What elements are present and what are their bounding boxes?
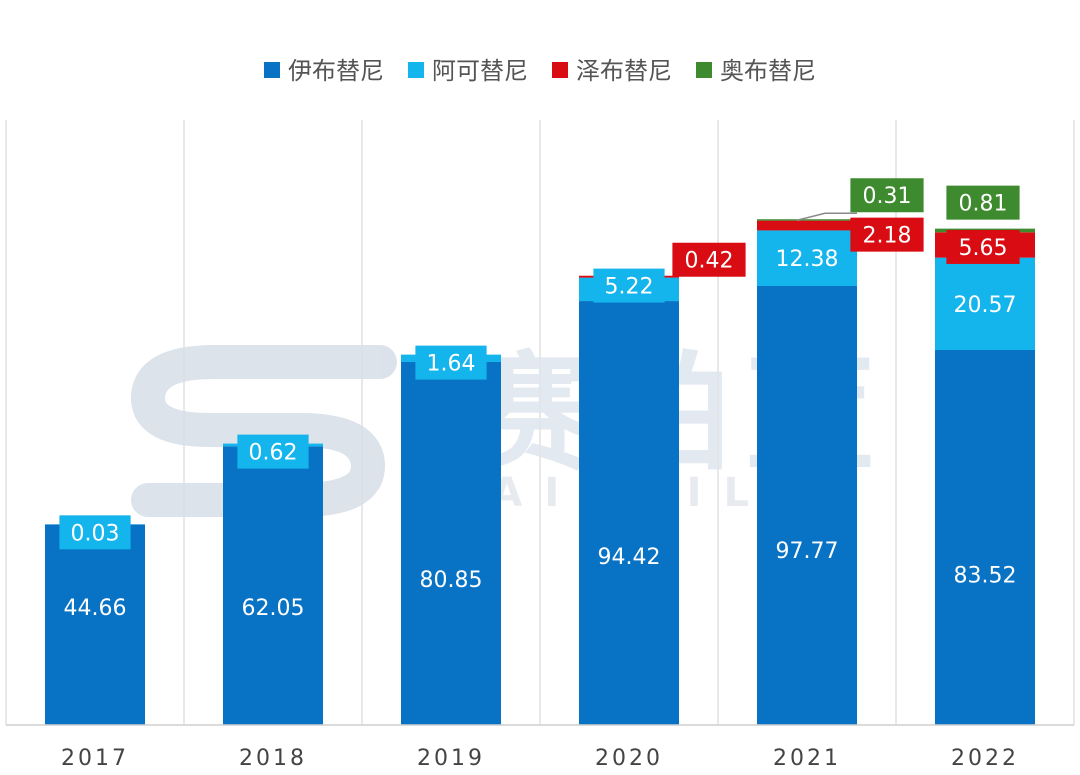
data-label: 0.03 [71,521,120,546]
legend-swatch [408,62,424,78]
leader-line [796,212,857,221]
data-label-box [850,178,924,213]
x-tick-label: 2018 [239,746,307,771]
bar-3 [757,220,857,231]
bar-1 [223,446,323,725]
x-tick-label: 2022 [951,746,1019,771]
bar-4 [757,219,857,221]
watermark-logo-s [130,345,397,517]
data-label: 94.42 [598,545,661,570]
bar-1 [45,524,145,725]
data-label: 62.05 [242,596,305,621]
x-tick-label: 2021 [773,746,841,771]
data-label: 2.18 [863,224,912,249]
legend: 伊布替尼 阿可替尼 泽布替尼 奥布替尼 [264,57,816,85]
x-tick-label: 2020 [595,746,663,771]
data-label-box [946,229,1020,264]
data-label-box [672,242,746,277]
data-label: 20.57 [954,293,1017,318]
data-label: 5.22 [605,275,654,300]
bar-1 [401,361,501,725]
data-label: 0.42 [685,249,734,274]
data-label: 1.64 [427,352,476,377]
data-label: 0.81 [959,192,1008,217]
bars [45,219,1035,725]
data-label: 80.85 [420,568,483,593]
legend-label: 伊布替尼 [288,57,384,85]
x-axis: 2017 2018 2019 2020 2021 2022 [6,724,1074,771]
bar-1 [935,349,1035,725]
data-labels: 44.66 0.03 62.05 0.62 80.85 1.64 94.42 5.22 0.42… [59,178,1020,621]
legend-label: 阿可替尼 [432,57,528,85]
data-label: 83.52 [954,563,1017,588]
bar-1 [757,286,857,725]
bar-1 [579,301,679,725]
data-label: 12.38 [776,247,839,272]
data-label-box [850,217,924,252]
data-label: 5.65 [959,236,1008,261]
data-label-box [946,185,1020,220]
bar-2 [757,230,857,287]
legend-label: 奥布替尼 [720,57,816,85]
legend-label: 泽布替尼 [576,57,672,85]
data-label: 44.66 [64,596,127,621]
x-tick-label: 2019 [417,746,485,771]
legend-swatch [552,62,568,78]
legend-swatch [696,62,712,78]
bar-2 [935,257,1035,350]
legend-swatch [264,62,280,78]
data-label-box [237,434,309,469]
data-label-box [415,345,487,380]
data-label-box [59,515,131,550]
data-label: 0.62 [249,441,298,466]
data-label: 97.77 [776,539,839,564]
data-label-box [593,268,665,303]
data-label: 0.31 [863,184,912,209]
x-tick-label: 2017 [61,746,129,771]
